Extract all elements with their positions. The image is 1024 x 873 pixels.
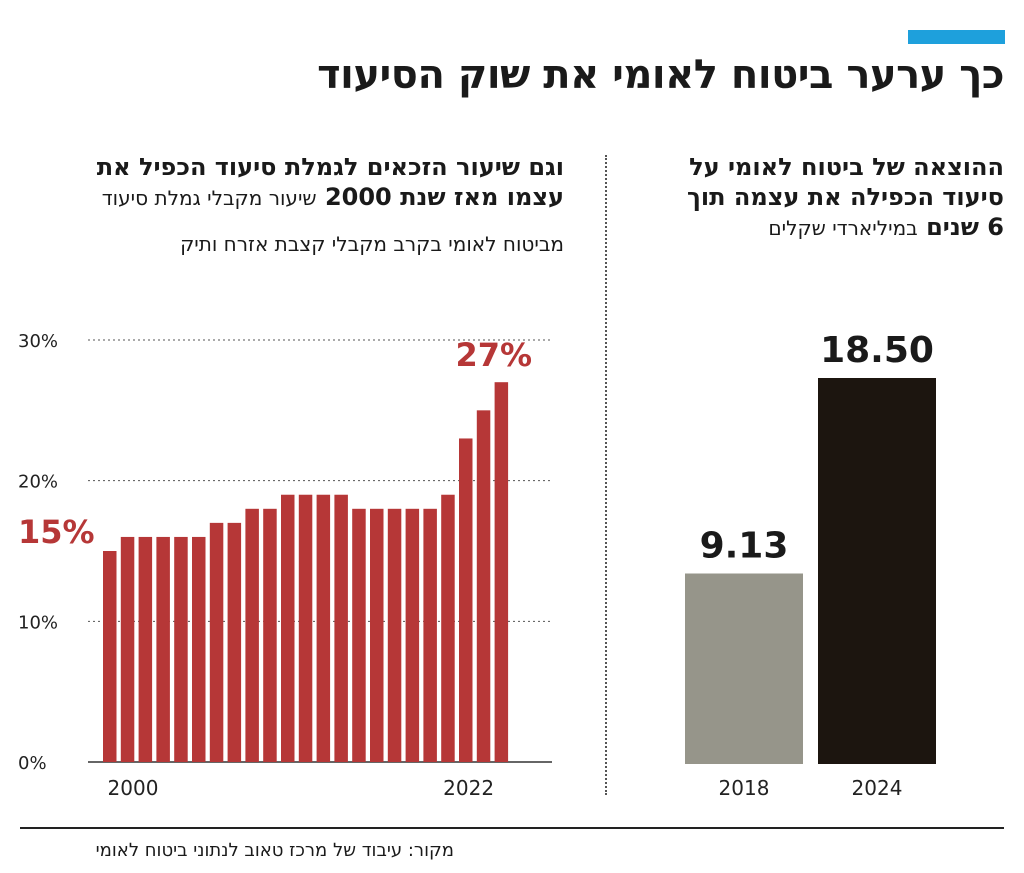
page-title: כך ערער ביטוח לאומי את שוק הסיעוד <box>317 52 1004 98</box>
bar-2000 <box>103 551 117 762</box>
bar-2014 <box>352 508 366 762</box>
y-tick-label: 0% <box>18 753 47 774</box>
right-heading-note: במיליארדי שקלים <box>768 216 918 240</box>
bar-2022 <box>494 382 509 762</box>
source-note: מקור: עיבוד של מרכז טאוב לנתוני ביטוח לא… <box>95 840 454 861</box>
value-label-2018: 9.13 <box>700 526 789 567</box>
left-chart-heading: וגם שיעור הזכאים לגמלת סיעוד הכפיל את עצ… <box>24 152 564 213</box>
right-heading-line2: סיעוד הכפילה את עצמה תוך <box>687 183 1004 211</box>
bar-2016 <box>387 508 402 762</box>
x-tick-label-2018: 2018 <box>719 776 770 800</box>
bar-2006 <box>209 522 224 762</box>
right-chart-heading: ההוצאה של ביטוח לאומי על סיעוד הכפילה את… <box>584 152 1004 243</box>
bar-2007 <box>227 522 242 762</box>
panel-divider <box>605 155 607 795</box>
bar-2018 <box>685 573 803 764</box>
bar-2017 <box>405 508 420 762</box>
bar-2010 <box>281 494 295 762</box>
x-tick-label-2024: 2024 <box>852 776 903 800</box>
bar-2015 <box>370 508 384 762</box>
bar-2021 <box>476 410 491 762</box>
accent-bar <box>908 30 1005 44</box>
bar-2011 <box>298 494 313 762</box>
y-tick-label: 10% <box>18 612 58 633</box>
value-label-2024: 18.50 <box>820 330 934 371</box>
bar-2013 <box>334 494 348 762</box>
bar-2001 <box>120 536 135 762</box>
x-tick-label-last: 2022 <box>443 776 494 800</box>
callout-first-value: 15% <box>18 513 95 551</box>
bar-2018 <box>423 508 437 762</box>
bar-2024 <box>818 378 936 764</box>
bar-2019 <box>441 494 455 762</box>
right-heading-line3: 6 שנים במיליארדי שקלים <box>584 212 1004 243</box>
bar-2003 <box>156 536 170 762</box>
left-chart-subtitle: מביטוח לאומי בקרב מקבלי קצבת אזרח ותיק <box>180 232 564 256</box>
x-tick-label-first: 2000 <box>108 776 159 800</box>
right-heading-bold: 6 שנים <box>926 213 1004 241</box>
bar-2012 <box>316 494 331 762</box>
right-heading-line1: ההוצאה של ביטוח לאומי על <box>689 153 1004 181</box>
footer-rule <box>20 827 1004 829</box>
bar-2008 <box>245 508 259 762</box>
bar-2009 <box>263 508 277 762</box>
y-tick-label: 20% <box>18 472 58 493</box>
y-tick-label: 30% <box>18 331 58 352</box>
bar-2002 <box>138 536 153 762</box>
callout-last-value: 27% <box>456 336 533 374</box>
left-heading-note: שיעור מקבלי גמלת סיעוד <box>101 186 317 210</box>
bar-2004 <box>174 536 188 762</box>
left-heading-line1: וגם שיעור הזכאים לגמלת סיעוד הכפיל את <box>96 153 564 181</box>
left-heading-bold: עצמו מאז שנת 2000 <box>324 183 564 211</box>
bar-2020 <box>459 438 473 762</box>
left-heading-line2: עצמו מאז שנת 2000 שיעור מקבלי גמלת סיעוד <box>24 182 564 213</box>
bar-2005 <box>192 536 206 762</box>
